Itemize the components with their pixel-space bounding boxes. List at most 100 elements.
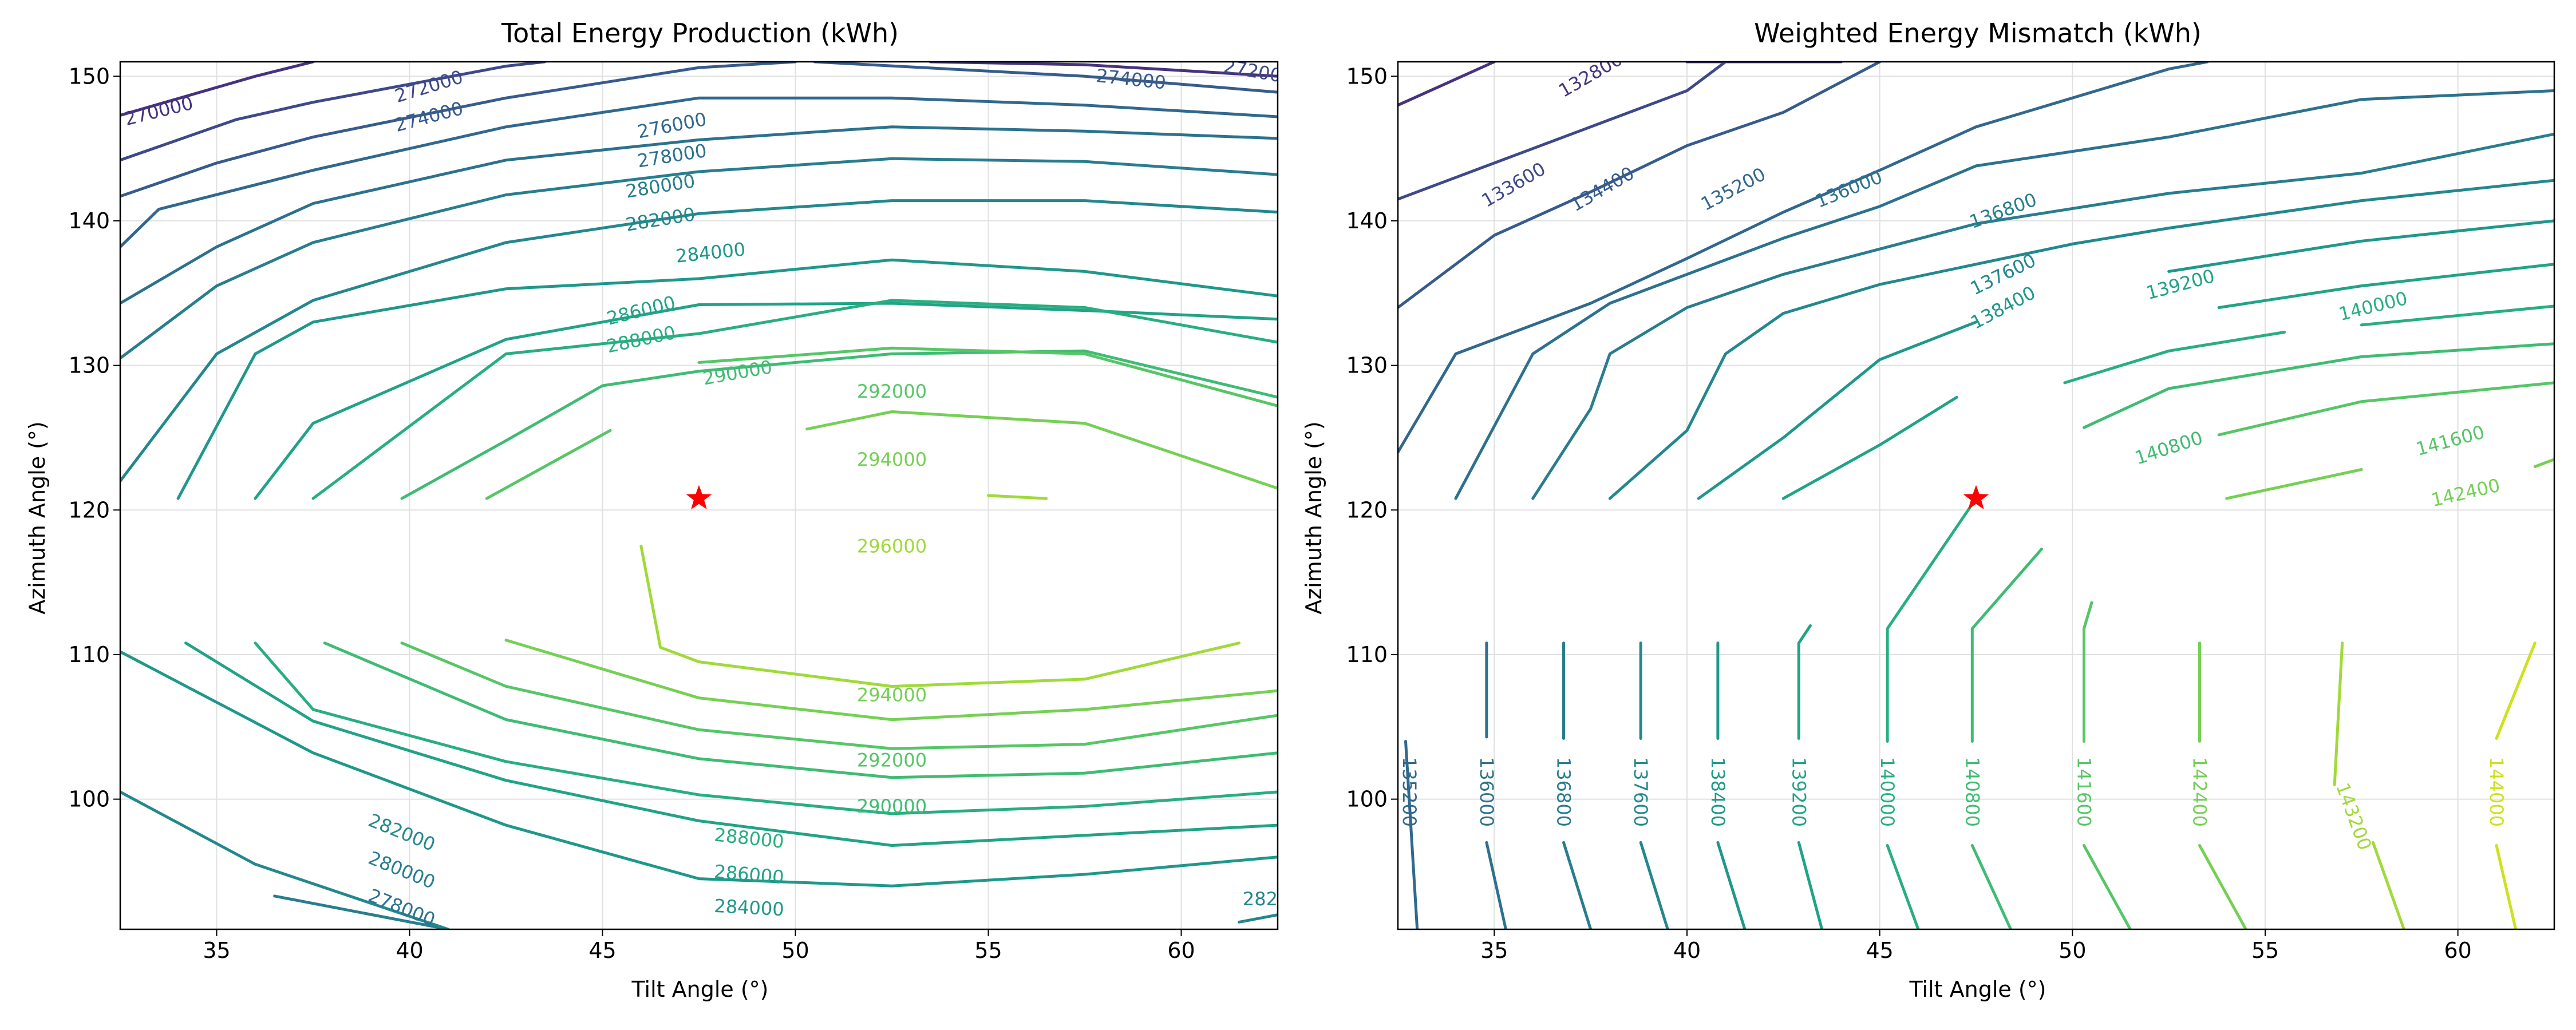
contour-line-138400	[1697, 320, 1978, 500]
left-y-tick-label: 100	[68, 787, 110, 812]
contour-label: 140000	[1876, 757, 1898, 827]
left-y-axis-label: Azimuth Angle (°)	[25, 421, 50, 615]
contour-line-140000	[1886, 497, 1978, 743]
contour-label: 294000	[857, 684, 927, 706]
right-x-tick-label: 45	[1866, 938, 1893, 963]
contour-label: 142400	[2189, 757, 2211, 827]
contour-line-136800	[1562, 841, 1593, 929]
left-ticks: 35 40 45 50 55 60 100 110 120 130 140 150	[68, 64, 1195, 963]
right-y-tick-label: 100	[1346, 787, 1388, 812]
contour-line-294000	[805, 410, 1278, 490]
contour-line-270000	[120, 62, 315, 117]
contour-label: 284000	[714, 895, 785, 920]
right-y-tick-label: 130	[1346, 353, 1388, 378]
right-x-tick-label: 35	[1480, 938, 1508, 963]
contour-line-140800	[1970, 548, 2043, 743]
left-contour-lines	[120, 62, 1278, 929]
right-y-tick-label: 150	[1346, 64, 1388, 89]
contour-line-290000	[400, 349, 1278, 500]
contour-line-292000	[697, 346, 1278, 407]
right-ticks: 35 40 45 50 55 60 100 110 120 130 140 150	[1346, 64, 2471, 963]
contour-line-137600	[1639, 841, 1669, 929]
contour-line-288000	[254, 641, 1278, 815]
right-x-tick-label: 60	[2444, 938, 2471, 963]
contour-line-296000	[987, 494, 1048, 500]
contour-line-282000	[120, 790, 450, 929]
contour-line-139200	[1781, 395, 1958, 500]
left-chart-title: Total Energy Production (kWh)	[501, 18, 899, 49]
contour-line-141600	[2217, 381, 2554, 437]
contour-line-139200	[2217, 263, 2554, 309]
contour-line-280000	[273, 894, 450, 929]
left-x-tick-label: 55	[974, 938, 1002, 963]
contour-line-284000	[176, 258, 1278, 500]
contour-line-292000	[485, 429, 612, 500]
contour-line-144000	[2495, 844, 2518, 929]
contour-line-134400	[1398, 62, 1882, 309]
left-axes-frame	[119, 61, 1279, 930]
left-y-tick-label: 140	[68, 208, 110, 233]
contour-line-141600	[2083, 844, 2132, 929]
contour-line-272000	[120, 62, 546, 162]
right-optimum-star-marker	[1963, 485, 1989, 510]
contour-label: 282000	[1243, 888, 1313, 910]
right-y-tick-label: 120	[1346, 497, 1388, 522]
contour-line-136800	[1531, 132, 2554, 500]
right-x-axis-label: Tilt Angle (°)	[1909, 977, 2046, 1002]
right-contour-lines	[1398, 62, 2554, 929]
contour-label: 136000	[1476, 757, 1498, 827]
left-y-tick-label: 120	[68, 497, 110, 522]
contour-label: 138400	[1707, 757, 1729, 827]
right-x-tick-label: 55	[2251, 938, 2279, 963]
contour-label: 292000	[857, 749, 927, 771]
contour-line-142400	[2198, 844, 2247, 929]
left-x-tick-label: 50	[781, 938, 809, 963]
right-y-tick-label: 110	[1346, 642, 1388, 667]
contour-label: 137600	[1630, 757, 1652, 827]
contour-label: 290000	[857, 795, 927, 817]
left-y-tick-label: 150	[68, 64, 110, 89]
contour-label: 292000	[857, 381, 927, 402]
contour-line-135200	[1404, 740, 1419, 929]
left-optimum-star-marker	[686, 485, 712, 510]
contour-line-294000	[504, 639, 1278, 722]
contour-line-274000	[120, 62, 797, 198]
right-x-tick-label: 50	[2059, 938, 2086, 963]
contour-line-286000	[254, 302, 1278, 500]
contour-label: 141600	[2073, 757, 2095, 827]
contour-line-282000	[1238, 913, 1278, 924]
contour-line-284000	[120, 650, 1278, 888]
contour-line-139200	[1797, 841, 1824, 929]
contour-line-288000	[311, 299, 1278, 500]
contour-line-140000	[2063, 331, 2286, 385]
contour-line-132800	[1398, 62, 1496, 107]
contour-line-139200	[1797, 624, 1812, 740]
contour-line-278000	[120, 125, 1278, 305]
left-y-tick-label: 110	[68, 642, 110, 667]
right-y-axis-label: Azimuth Angle (°)	[1301, 421, 1326, 615]
contour-line-282000	[120, 199, 1278, 483]
contour-label: 144000	[2486, 757, 2507, 827]
contour-line-140800	[1970, 844, 2013, 929]
contour-line-140800	[2083, 342, 2554, 429]
left-x-axis-label: Tilt Angle (°)	[631, 977, 768, 1002]
left-x-tick-label: 45	[588, 938, 616, 963]
contour-label: 139200	[1788, 757, 1809, 827]
contour-line-138400	[1716, 841, 1747, 929]
contour-line-142400	[2225, 468, 2363, 500]
contour-line-292000	[400, 641, 1278, 750]
contour-line-276000	[120, 96, 1278, 248]
contour-label: 294000	[857, 449, 927, 470]
right-chart-title: Weighted Energy Mismatch (kWh)	[1754, 18, 2202, 49]
contour-line-274000	[813, 62, 1278, 94]
contour-line-140000	[2360, 304, 2554, 327]
contour-line-296000	[639, 544, 1241, 688]
contour-line-136000	[1485, 841, 1507, 929]
contour-line-141600	[2083, 601, 2093, 743]
contour-line-133600	[1398, 62, 1727, 201]
left-x-tick-label: 35	[203, 938, 230, 963]
contour-line-140000	[1886, 844, 1920, 929]
right-x-tick-label: 40	[1673, 938, 1701, 963]
